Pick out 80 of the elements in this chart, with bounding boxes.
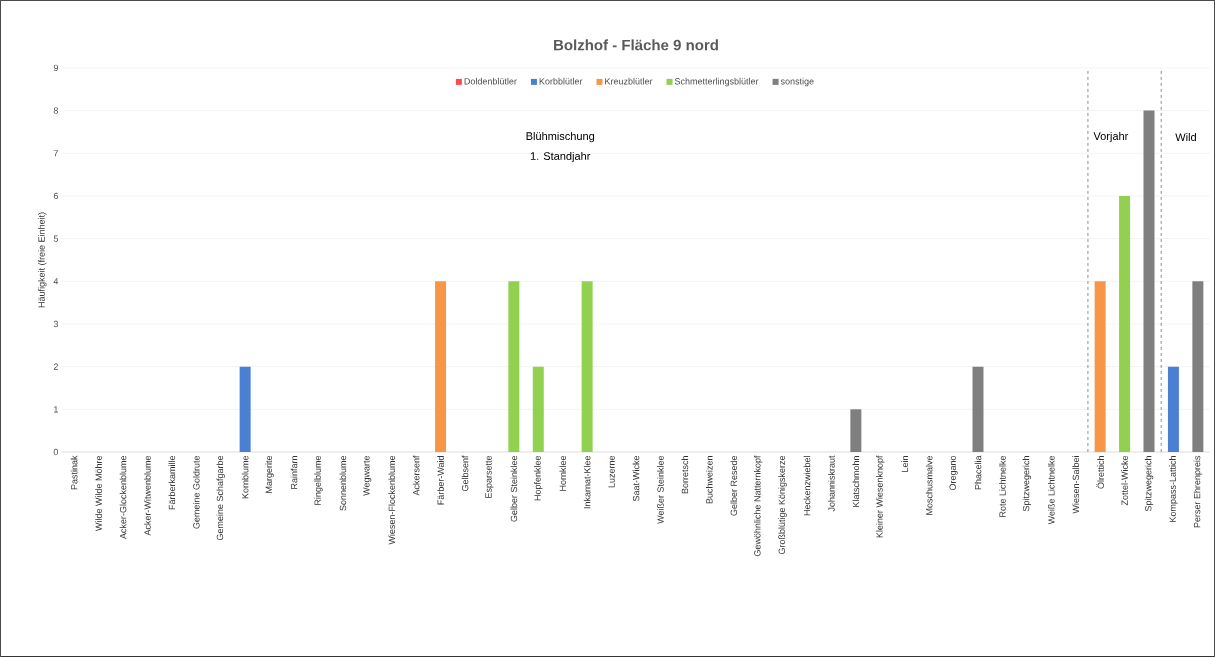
x-tick-label: Klatschmohn: [852, 456, 860, 507]
bar: [581, 281, 593, 453]
x-tick-label: Lein: [901, 456, 909, 472]
x-tick-label: Gewöhnliche Natternkopf: [753, 455, 763, 557]
x-tick-label: Kleiner Wiesenknopf: [876, 455, 885, 538]
legend-label: Schmetterlingsblütler: [674, 77, 759, 87]
x-tick-label: Gemeine Schafgarbe: [216, 455, 225, 541]
y-tick-label: 6: [53, 192, 58, 200]
x-tick-label: Borretsch: [681, 456, 689, 494]
y-tick-label: 2: [53, 363, 58, 370]
legend-label: Korbblütler: [539, 77, 583, 85]
x-tick-label: Wiesen-Salbei: [1072, 456, 1080, 514]
bar: [239, 366, 251, 453]
x-tick-label: Acker-Witwenblume: [144, 455, 151, 536]
y-tick-label: 1: [54, 406, 58, 413]
x-tick-label: Acker-Glockenblume: [119, 455, 127, 540]
x-tick-label: Zottel-Wicke: [1121, 455, 1128, 506]
x-tick-label: Gelbsenf: [461, 455, 469, 492]
bar: [972, 366, 984, 453]
bar: [1094, 281, 1106, 453]
x-tick-label: Luzerne: [608, 455, 615, 488]
x-tick-label: Ringelblume: [314, 455, 323, 505]
x-tick-label: Heckenzwiebel: [803, 456, 811, 516]
x-tick-label: Phacelia: [974, 455, 982, 490]
y-tick-label: 7: [53, 150, 58, 157]
bar: [1119, 195, 1131, 453]
x-tick-label: Wiesen-Flockenblume: [388, 455, 396, 545]
legend-label: Doldenblütler: [464, 77, 517, 85]
bar: [1143, 110, 1155, 453]
x-tick-label: Spitzwegerich: [1144, 456, 1154, 512]
x-tick-label: Kornblume: [241, 455, 249, 499]
x-tick-label: Hopfenklee: [534, 455, 543, 501]
annotation: 1. Standjahr: [530, 151, 591, 163]
y-tick-label: 0: [53, 448, 59, 456]
x-tick-label: Weißer Steinklee: [657, 455, 664, 524]
y-tick-label: 5: [53, 235, 58, 242]
x-tick-label: Weiße Lichtnelke: [1047, 455, 1055, 525]
bar: [1167, 366, 1179, 453]
x-tick-label: Gelber Steinklee: [510, 455, 518, 522]
legend-label: sonstige: [780, 77, 814, 87]
x-tick-label: Färberkamille: [168, 455, 176, 510]
annotation: Wild: [1175, 133, 1196, 142]
x-tick-label: Kompass-Lattich: [1169, 456, 1178, 522]
y-tick-label: 3: [53, 320, 58, 328]
annotation: Vorjahr: [1093, 131, 1129, 143]
x-tick-label: Inkarnat-Klee: [583, 455, 591, 509]
x-tick-label: Perser Ehrenpreis: [1193, 455, 1203, 528]
x-tick-label: Färber-Waid: [437, 456, 444, 505]
x-tick-label: Gelber Resede: [730, 455, 738, 516]
bar: [508, 281, 520, 453]
x-tick-label: Wegwarte: [363, 455, 372, 496]
x-tick-label: Margerite: [265, 455, 274, 493]
x-tick-label: Oregano: [949, 455, 958, 491]
x-tick-label: Sonnenblume: [339, 455, 347, 511]
x-tick-label: Rote Lichtnelke: [999, 455, 1006, 517]
bar: [850, 409, 862, 453]
legend-label: Kreuzblütler: [605, 77, 653, 85]
x-tick-label: Esparsette: [485, 455, 494, 498]
y-axis-title: Häufigkeit (freie Einheit): [38, 212, 47, 308]
y-tick-label: 9: [53, 64, 58, 72]
x-tick-label: Ackersenf: [412, 455, 420, 496]
x-tick-label: Saat-Wicke: [632, 455, 640, 502]
annotation: Blühmischung: [526, 131, 595, 143]
y-tick-label: 4: [53, 278, 59, 285]
x-tick-label: Wilde Wilde Möhre: [95, 455, 102, 532]
bar: [435, 281, 447, 453]
x-tick-label: Rainfarn: [290, 456, 298, 489]
x-tick-label: Johanniskraut: [828, 455, 835, 512]
x-tick-label: Ölrettich: [1096, 456, 1104, 489]
y-tick-label: 8: [53, 107, 58, 114]
chart-title: Bolzhof - Fläche 9 nord: [554, 39, 718, 51]
x-tick-label: Pastinak: [70, 455, 78, 490]
x-tick-label: Moschusmalve: [925, 455, 933, 515]
x-tick-label: Großblütige Königskerze: [778, 455, 787, 555]
x-tick-label: Hornklee: [559, 455, 567, 491]
x-tick-label: Gemeine Goldrute: [192, 455, 200, 529]
bar: [532, 366, 544, 453]
bar: [1192, 281, 1204, 453]
x-tick-label: Buchweizen: [705, 456, 713, 504]
x-tick-label: Spitzwegerich: [1022, 456, 1032, 512]
